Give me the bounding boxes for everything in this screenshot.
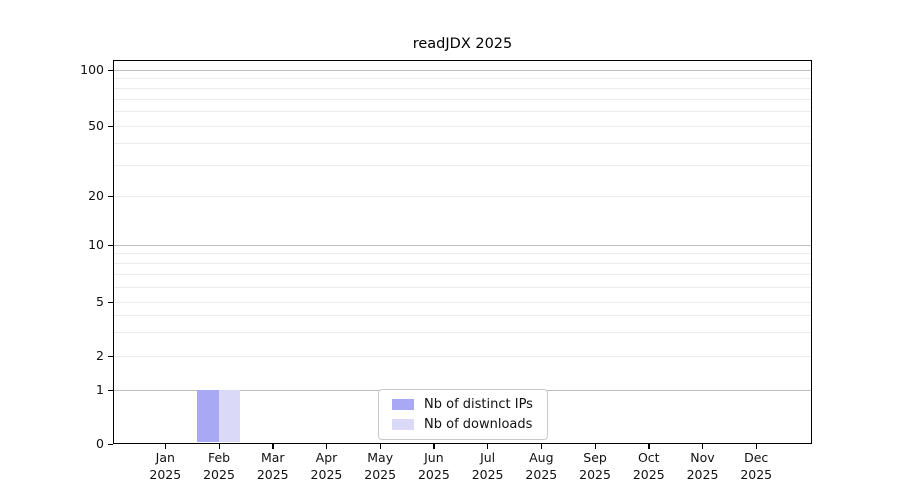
- y-tick-mark: [108, 195, 113, 197]
- y-tick-label-20: 20: [88, 188, 104, 203]
- y-tick-label-5: 5: [96, 294, 104, 309]
- gridline-y-60: [114, 110, 811, 112]
- gridline-y-50: [114, 125, 811, 127]
- x-tick-label-jun: Jun 2025: [417, 450, 450, 482]
- x-tick-label-jan: Jan 2025: [149, 450, 182, 482]
- chart-title: readJDX 2025: [412, 36, 513, 52]
- plot-area: [113, 60, 812, 444]
- x-tick-mark: [755, 444, 758, 449]
- y-tick-label-1: 1: [96, 382, 104, 397]
- gridline-y-10: [114, 244, 811, 246]
- x-tick-label-feb: Feb 2025: [203, 450, 235, 482]
- x-tick-label-nov: Nov 2025: [686, 450, 719, 482]
- y-tick-label-50: 50: [88, 118, 104, 133]
- x-tick-mark: [325, 444, 328, 449]
- gridline-y-70: [114, 98, 811, 100]
- gridline-y-40: [114, 142, 811, 144]
- gridline-y-9: [114, 253, 811, 255]
- y-tick-mark: [108, 301, 113, 303]
- y-tick-label-100: 100: [80, 62, 104, 77]
- legend: Nb of distinct IPs Nb of downloads: [378, 389, 548, 440]
- x-tick-mark: [433, 444, 435, 449]
- gridline-y-90: [114, 78, 811, 80]
- y-tick-mark: [108, 389, 113, 391]
- bar-downloads-feb-2025: [218, 389, 241, 443]
- y-tick-mark: [108, 69, 113, 71]
- y-tick-mark: [108, 244, 113, 246]
- x-tick-mark: [218, 444, 220, 449]
- x-tick-label-sep: Sep 2025: [579, 450, 611, 482]
- y-tick-label-0: 0: [96, 436, 104, 451]
- y-tick-mark: [108, 443, 113, 445]
- x-tick-label-apr: Apr 2025: [310, 450, 343, 482]
- gridline-y-8: [114, 263, 811, 265]
- x-tick-label-mar: Mar 2025: [256, 450, 289, 482]
- x-tick-mark: [702, 444, 704, 449]
- x-tick-mark: [272, 444, 274, 449]
- bar-distinct-ips-feb-2025: [197, 389, 219, 443]
- y-tick-mark: [108, 125, 113, 127]
- x-tick-mark: [164, 444, 167, 449]
- gridline-y-7: [114, 274, 811, 276]
- legend-swatch-downloads: [392, 419, 414, 430]
- x-tick-mark: [648, 444, 650, 449]
- gridline-y-5: [114, 301, 811, 303]
- x-tick-mark: [540, 444, 543, 449]
- gridline-y-2: [114, 355, 811, 357]
- legend-label-downloads: Nb of downloads: [424, 417, 533, 432]
- gridline-y-100: [114, 69, 811, 71]
- gridline-y-4: [114, 314, 811, 316]
- gridline-y-6: [114, 286, 811, 288]
- gridline-y-20: [114, 195, 811, 197]
- legend-item-downloads: Nb of downloads: [392, 417, 537, 432]
- gridline-y-80: [114, 87, 811, 89]
- legend-swatch-distinct-ips: [392, 399, 414, 410]
- x-tick-mark: [594, 444, 596, 449]
- gridline-y-3: [114, 331, 811, 333]
- x-tick-label-jul: Jul 2025: [471, 450, 504, 482]
- x-tick-label-oct: Oct 2025: [632, 450, 665, 482]
- x-tick-label-dec: Dec 2025: [740, 450, 773, 482]
- y-tick-mark: [108, 355, 113, 357]
- x-tick-mark: [379, 444, 381, 449]
- y-tick-label-2: 2: [96, 348, 104, 363]
- x-tick-label-may: May 2025: [364, 450, 397, 482]
- y-tick-label-10: 10: [88, 237, 104, 252]
- gridline-y-30: [114, 164, 811, 166]
- x-tick-mark: [487, 444, 489, 449]
- legend-item-distinct-ips: Nb of distinct IPs: [392, 397, 537, 412]
- legend-label-distinct-ips: Nb of distinct IPs: [424, 397, 533, 412]
- x-tick-label-aug: Aug 2025: [525, 450, 558, 482]
